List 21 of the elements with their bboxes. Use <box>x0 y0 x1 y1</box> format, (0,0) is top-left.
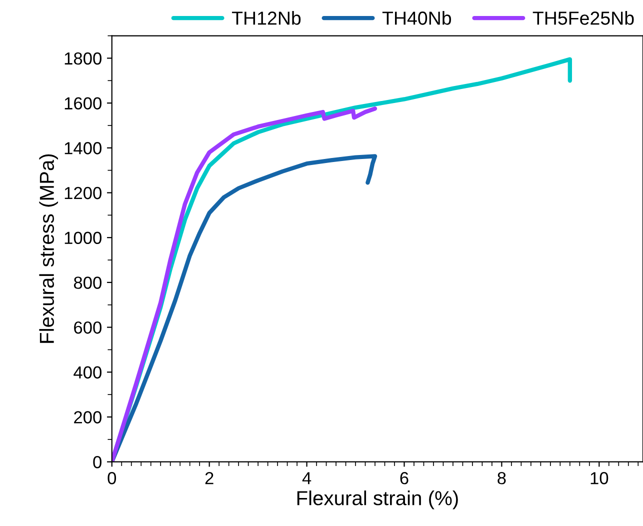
y-tick-label: 800 <box>74 276 102 289</box>
legend-label: TH40Nb <box>382 11 452 25</box>
y-tick-label: 400 <box>74 366 102 379</box>
y-tick-label: 600 <box>74 321 102 334</box>
y-tick-label: 0 <box>93 456 102 468</box>
x-tick-label: 10 <box>590 472 608 484</box>
x-tick-label: 2 <box>205 472 214 484</box>
x-tick-label: 0 <box>108 472 116 484</box>
x-tick-label: 8 <box>498 472 506 484</box>
y-tick-label: 1600 <box>64 97 102 110</box>
legend-label: TH5Fe25Nb <box>532 11 634 25</box>
y-tick-label: 1200 <box>64 186 102 200</box>
y-tick-label: 200 <box>74 411 102 424</box>
x-tick-label: 6 <box>400 472 408 484</box>
x-axis-title: Flexural strain (%) <box>297 490 458 510</box>
y-tick-label: 1400 <box>64 142 102 154</box>
y-tick-label: 1800 <box>64 52 102 65</box>
y-tick-label: 1000 <box>64 232 102 244</box>
legend-label: TH12Nb <box>232 11 301 25</box>
y-axis-title: Flexural stress (MPa) <box>39 154 58 343</box>
x-tick-label: 4 <box>302 472 312 484</box>
